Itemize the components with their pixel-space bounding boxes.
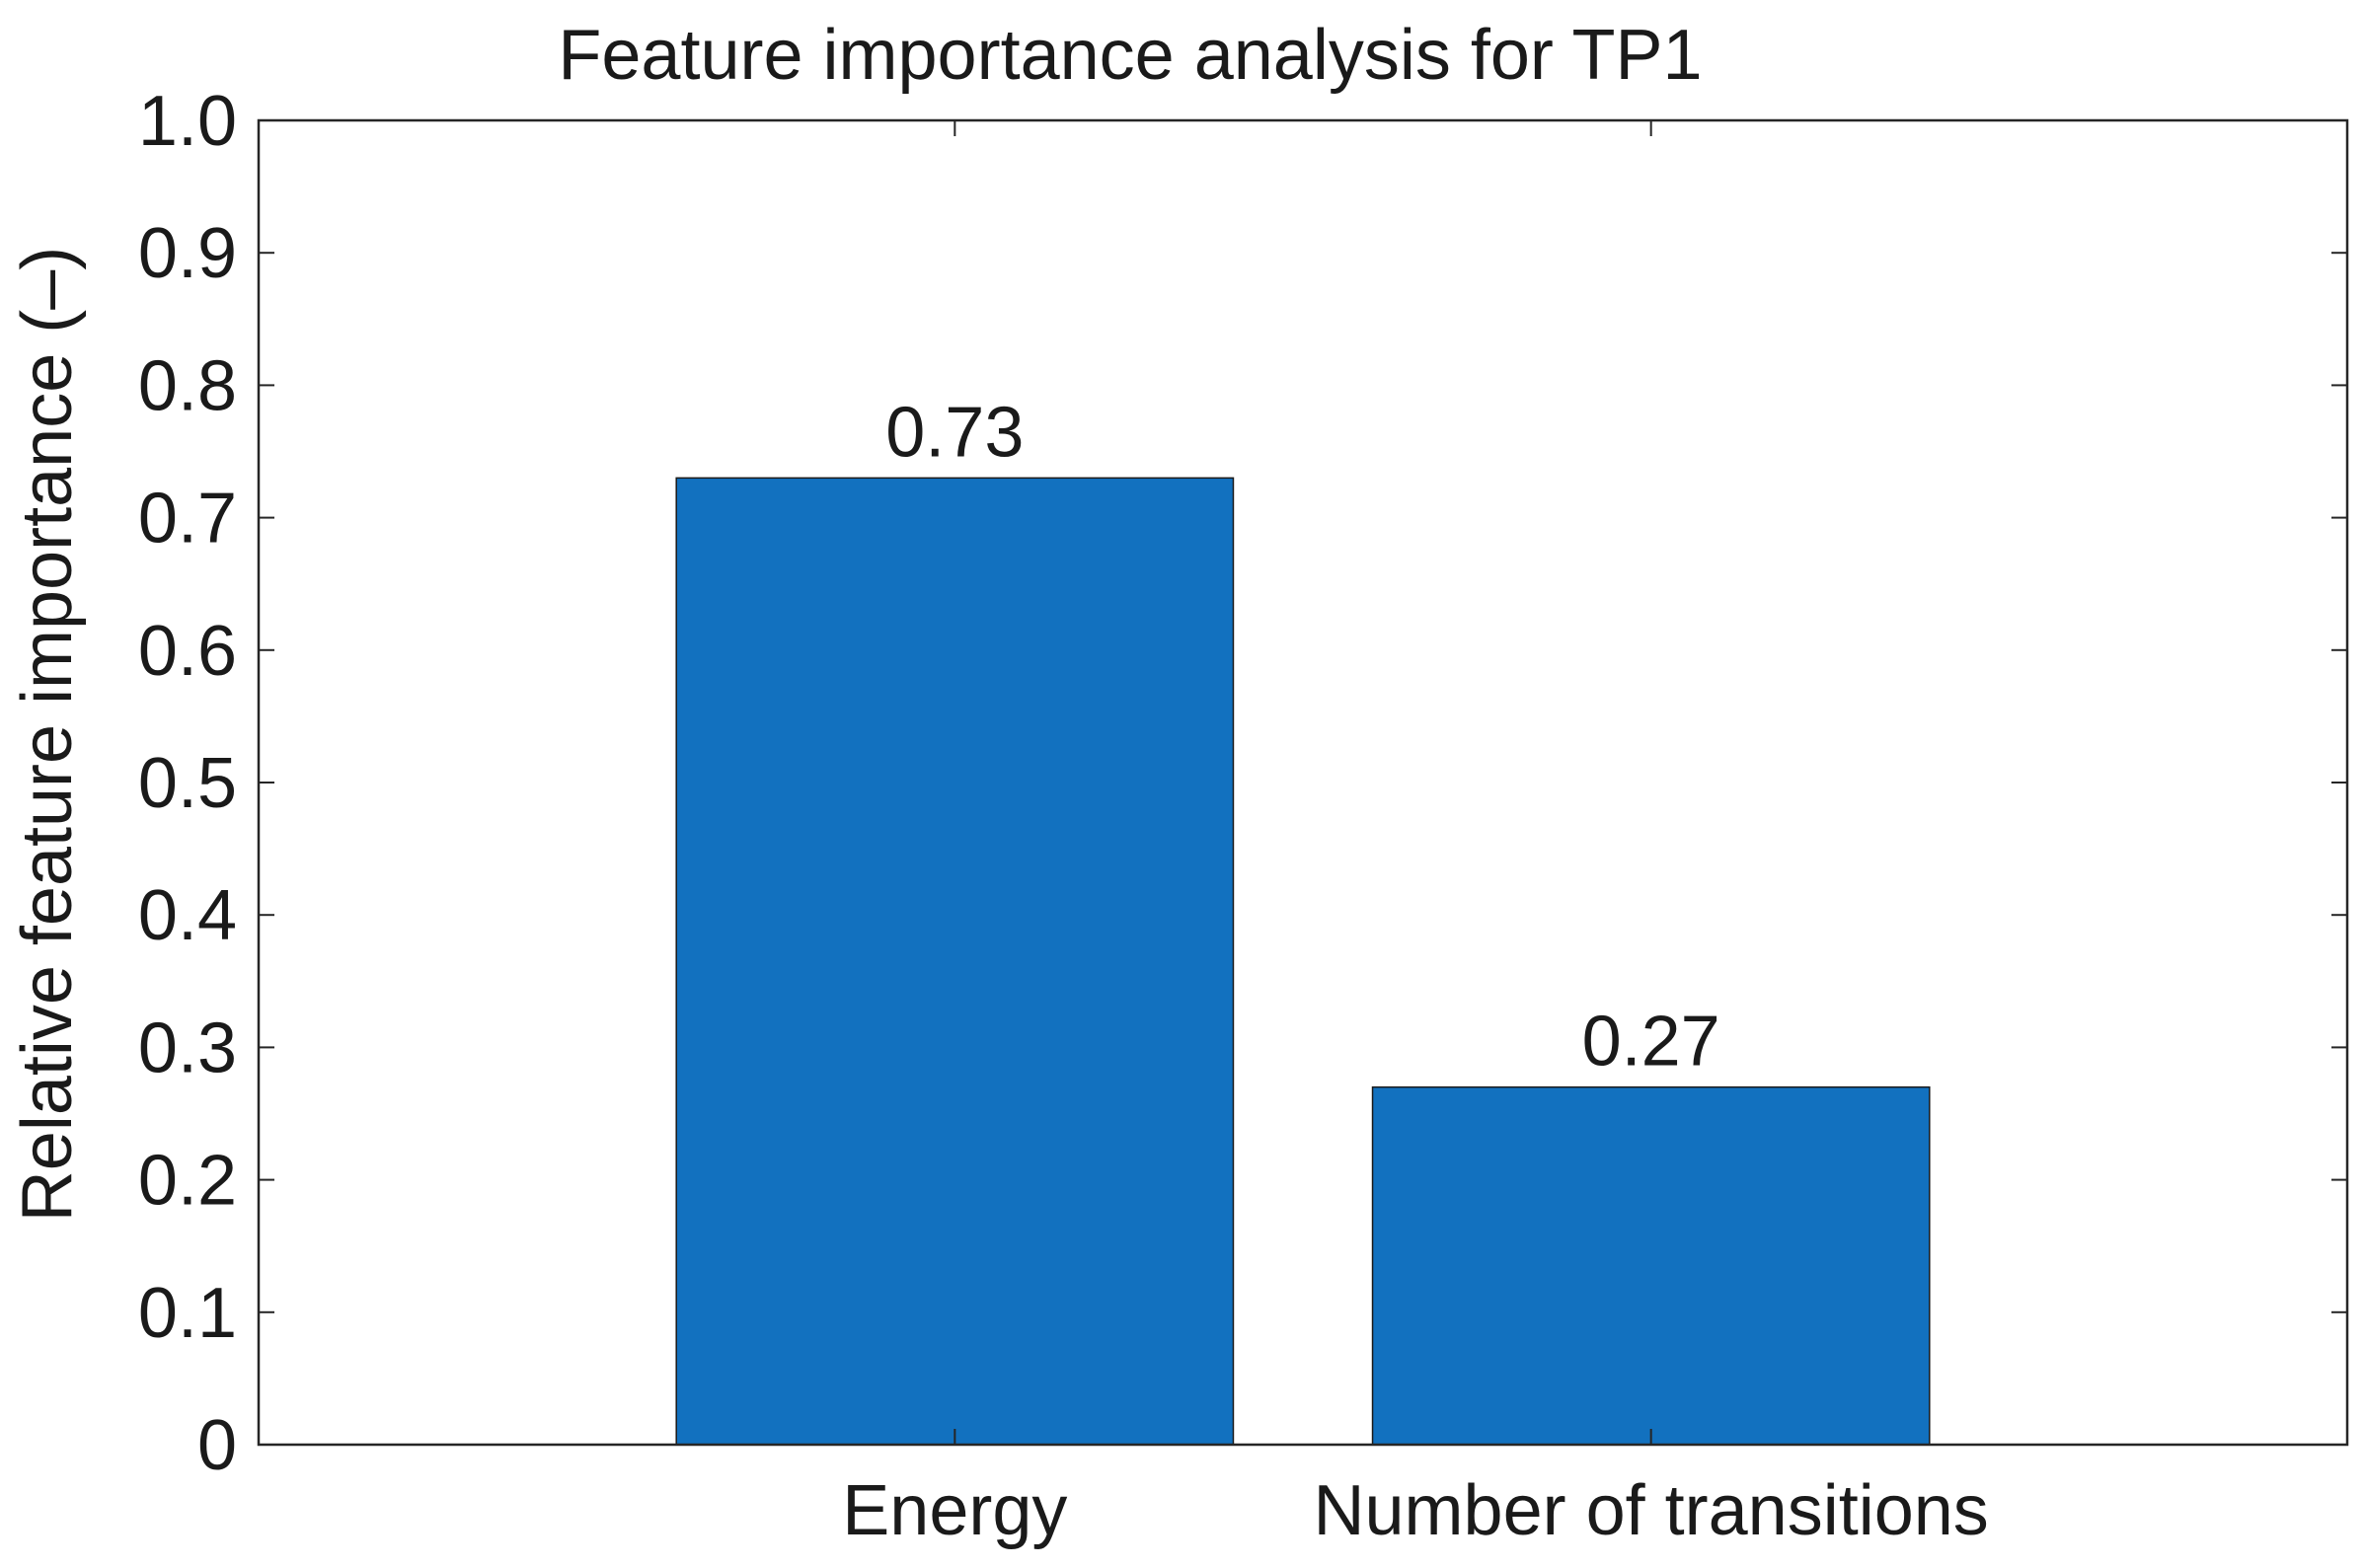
y-axis-label: Relative feature importance (–) (8, 247, 87, 1222)
plot-area-frame (257, 118, 2349, 1447)
bar-data-labels: 0.73 0.27 (885, 393, 1719, 1081)
x-axis-tick-labels: Energy Number of transitions (842, 1471, 1989, 1550)
x-tick-label: Energy (842, 1471, 1067, 1550)
y-tick-label: 0 (197, 1406, 237, 1485)
chart-title: Feature importance analysis for TP1 (558, 16, 1702, 95)
y-tick-label: 0.1 (138, 1274, 237, 1353)
x-tick-label: Number of transitions (1314, 1471, 1989, 1550)
y-tick-label: 1.0 (138, 82, 237, 161)
y-tick-label: 0.5 (138, 744, 237, 823)
y-tick-label: 0.9 (138, 214, 237, 293)
y-tick-label: 0.8 (138, 346, 237, 425)
bars-layer (675, 477, 1931, 1446)
bar (675, 477, 1235, 1446)
bar-value-label: 0.73 (885, 393, 1024, 472)
y-axis-tick-labels: 0 0.1 0.2 0.3 0.4 0.5 0.6 0.7 0.8 0.9 1.0 (138, 82, 237, 1485)
y-tick-label: 0.3 (138, 1008, 237, 1087)
bar (1371, 1085, 1931, 1446)
bar-value-label: 0.27 (1582, 1003, 1720, 1082)
y-tick-label: 0.2 (138, 1142, 237, 1221)
y-tick-label: 0.7 (138, 480, 237, 559)
y-tick-label: 0.6 (138, 612, 237, 691)
y-tick-label: 0.4 (138, 876, 237, 955)
